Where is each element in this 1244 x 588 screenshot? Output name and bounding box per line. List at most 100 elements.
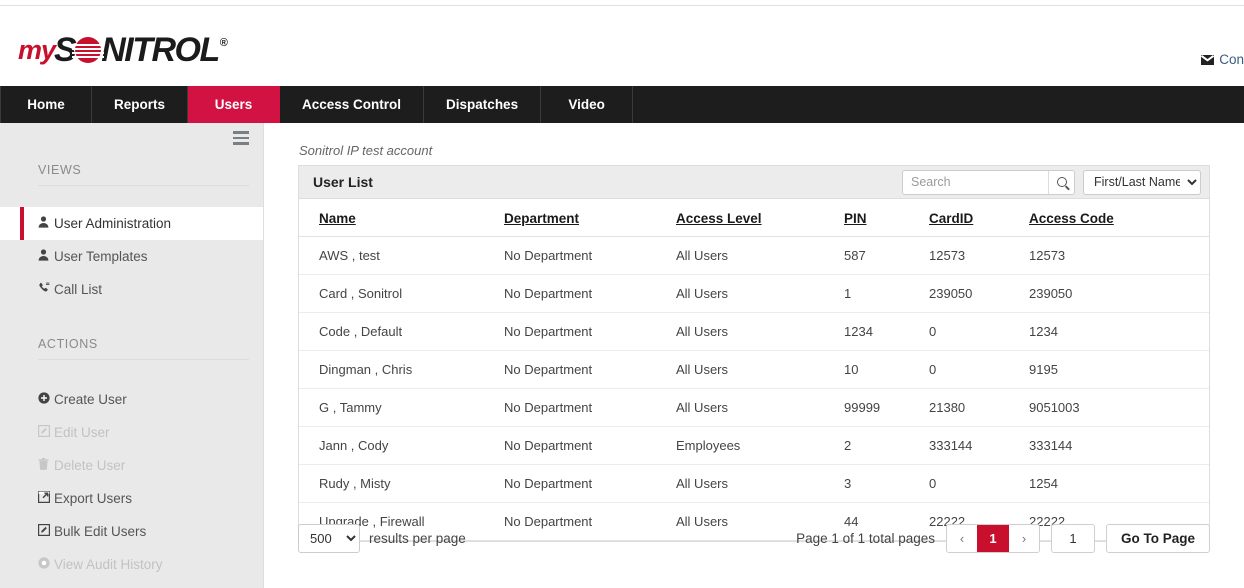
pagination-buttons: ‹ 1 › (945, 523, 1040, 553)
cell-department: No Department (504, 350, 676, 389)
main-navigation: Home Reports Users Access Control Dispat… (0, 86, 1244, 123)
cell-level: All Users (676, 502, 844, 541)
table-row[interactable]: G , Tammy No Department All Users 99999 … (299, 388, 1209, 427)
sidebar-item-label: User Templates (54, 249, 148, 264)
column-header-name[interactable]: Name (299, 199, 504, 237)
contact-us-link[interactable]: Con (1201, 52, 1244, 67)
export-icon (38, 491, 53, 506)
sidebar-action-create-user[interactable]: Create User (0, 383, 263, 416)
cell-department: No Department (504, 426, 676, 465)
column-header-label: Department (504, 211, 580, 226)
cell-pin: 99999 (844, 388, 929, 427)
column-header-access-level[interactable]: Access Level (676, 199, 844, 237)
cell-code: 333144 (1029, 426, 1209, 465)
column-header-label: Access Code (1029, 211, 1114, 226)
column-header-department[interactable]: Department (504, 199, 676, 237)
cell-department: No Department (504, 502, 676, 541)
page-button-1[interactable]: 1 (976, 524, 1009, 552)
cell-name: Rudy , Misty (299, 464, 504, 503)
nav-item-dispatches[interactable]: Dispatches (424, 86, 542, 123)
cell-cardid: 12573 (929, 236, 1029, 275)
sidebar-action-delete-user[interactable]: Delete User (0, 449, 263, 482)
mysonitrol-logo[interactable]: my S NITROL ® (18, 30, 228, 70)
column-header-access-code[interactable]: Access Code (1029, 199, 1209, 237)
table-row[interactable]: Jann , Cody No Department Employees 2 33… (299, 426, 1209, 465)
table-row[interactable]: Code , Default No Department All Users 1… (299, 312, 1209, 351)
sidebar-item-label: User Administration (54, 216, 172, 231)
envelope-icon (1201, 54, 1215, 65)
cell-level: All Users (676, 312, 844, 351)
nav-item-reports[interactable]: Reports (92, 86, 189, 123)
hamburger-icon[interactable] (233, 131, 249, 145)
sidebar-action-label: Delete User (54, 458, 126, 473)
cell-department: No Department (504, 274, 676, 313)
cell-pin: 10 (844, 350, 929, 389)
sidebar-action-label: Export Users (54, 491, 133, 506)
sidebar-item-user-administration[interactable]: User Administration (0, 207, 263, 240)
column-header-label: CardID (929, 211, 974, 226)
cell-pin: 44 (844, 502, 929, 541)
nav-item-video[interactable]: Video (541, 86, 634, 123)
results-per-page-select[interactable]: 500 (298, 523, 360, 553)
table-row[interactable]: Card , Sonitrol No Department All Users … (299, 274, 1209, 313)
person-icon (38, 249, 53, 264)
sidebar-action-label: Bulk Edit Users (54, 524, 147, 539)
sidebar-views-list: User Administration User Templates Call … (0, 207, 263, 306)
search-field-select[interactable]: First/Last Name (1083, 169, 1201, 195)
sidebar-section-views-title: VIEWS (38, 163, 82, 177)
cell-code: 12573 (1029, 236, 1209, 275)
sidebar-action-label: Edit User (54, 425, 110, 440)
cell-department: No Department (504, 464, 676, 503)
table-row[interactable]: AWS , test No Department All Users 587 1… (299, 236, 1209, 275)
logo-my-text: my (18, 34, 56, 65)
pagination: Page 1 of 1 total pages ‹ 1 › Go To Page (796, 523, 1210, 553)
go-to-page-input[interactable] (1050, 523, 1095, 553)
sidebar-action-export-users[interactable]: Export Users (0, 482, 263, 515)
table-head: Name Department Access Level PIN CardID … (299, 199, 1209, 237)
nav-item-users[interactable]: Users (188, 86, 281, 123)
cell-pin: 1 (844, 274, 929, 313)
cell-department: No Department (504, 312, 676, 351)
plus-circle-icon (38, 392, 53, 407)
cell-name: Code , Default (299, 312, 504, 351)
panel-title: User List (313, 174, 373, 190)
column-header-pin[interactable]: PIN (844, 199, 929, 237)
sidebar-views-divider (38, 185, 249, 186)
nav-item-home[interactable]: Home (0, 86, 92, 123)
sonitrol-disc-icon (72, 37, 105, 63)
column-header-cardid[interactable]: CardID (929, 199, 1029, 237)
next-page-button[interactable]: › (1008, 524, 1039, 552)
prev-page-button[interactable]: ‹ (946, 524, 977, 552)
sidebar-action-edit-user[interactable]: Edit User (0, 416, 263, 449)
nav-item-label: Access Control (302, 97, 402, 112)
brand-header: my S NITROL ® Con (0, 6, 1244, 86)
table-row[interactable]: Rudy , Misty No Department All Users 3 0… (299, 464, 1209, 503)
nav-item-label: Users (214, 97, 253, 112)
cell-cardid: 21380 (929, 388, 1029, 427)
top-divider (0, 5, 1244, 6)
cell-level: All Users (676, 274, 844, 313)
cell-level: All Users (676, 464, 844, 503)
table-row[interactable]: Dingman , Chris No Department All Users … (299, 350, 1209, 389)
go-to-page-button[interactable]: Go To Page (1105, 523, 1210, 553)
sidebar-action-label: Create User (54, 392, 127, 407)
cell-cardid: 0 (929, 350, 1029, 389)
user-list-panel: User List First/Last Name (298, 165, 1210, 542)
sidebar-action-bulk-edit-users[interactable]: Bulk Edit Users (0, 515, 263, 548)
sidebar-item-user-templates[interactable]: User Templates (0, 240, 263, 273)
trash-icon (38, 458, 53, 473)
logo-registered-mark: ® (219, 37, 228, 49)
user-list-table: Name Department Access Level PIN CardID … (299, 199, 1209, 541)
cell-name: Jann , Cody (299, 426, 504, 465)
search-input[interactable] (903, 170, 1048, 194)
cell-name: Dingman , Chris (299, 350, 504, 389)
sidebar-action-view-audit-history[interactable]: View Audit History (0, 548, 263, 581)
sidebar-actions-divider (38, 359, 249, 360)
search-button[interactable] (1048, 170, 1074, 194)
sidebar-item-call-list[interactable]: Call List (0, 273, 263, 306)
cell-pin: 1234 (844, 312, 929, 351)
edit-icon (38, 425, 53, 440)
cell-code: 1254 (1029, 464, 1209, 503)
nav-item-access-control[interactable]: Access Control (280, 86, 425, 123)
